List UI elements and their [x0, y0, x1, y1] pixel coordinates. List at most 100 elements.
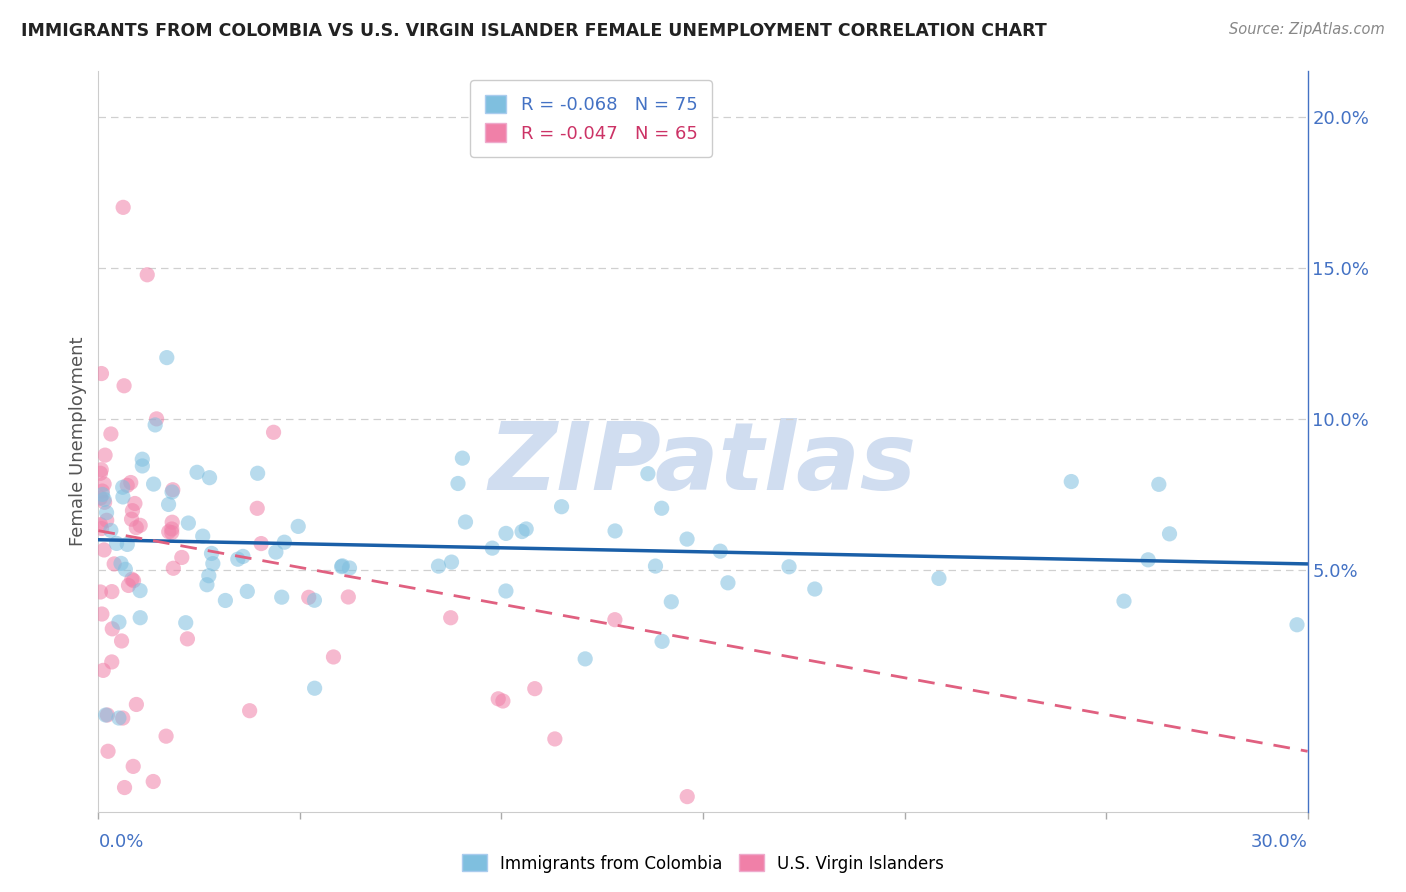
Point: [142, 774, 165, 789]
Point: [270, 590, 292, 604]
Point: [108, 711, 131, 725]
Point: [186, 466, 208, 480]
Point: [100, 427, 122, 442]
Point: [637, 467, 659, 481]
Point: [201, 557, 224, 571]
Point: [129, 610, 152, 624]
Point: [122, 759, 145, 773]
Point: [440, 611, 463, 625]
Point: [157, 524, 180, 539]
Point: [651, 634, 673, 648]
Point: [121, 504, 143, 518]
Text: IMMIGRANTS FROM COLOMBIA VS U.S. VIRGIN ISLANDER FEMALE UNEMPLOYMENT CORRELATION: IMMIGRANTS FROM COLOMBIA VS U.S. VIRGIN …: [21, 22, 1047, 40]
Point: [644, 559, 666, 574]
Point: [142, 477, 165, 491]
Point: [574, 652, 596, 666]
Point: [447, 476, 470, 491]
Point: [89, 491, 111, 505]
Point: [93, 492, 115, 507]
Point: [214, 593, 236, 607]
Point: [451, 451, 474, 466]
Point: [226, 552, 249, 566]
Point: [177, 516, 200, 530]
Point: [191, 529, 214, 543]
Point: [111, 480, 134, 494]
Point: [198, 568, 221, 582]
Text: 0.0%: 0.0%: [98, 833, 143, 851]
Point: [778, 559, 800, 574]
Point: [1285, 617, 1308, 632]
Point: [103, 557, 125, 571]
Point: [160, 525, 183, 540]
Point: [94, 448, 117, 462]
Legend: Immigrants from Colombia, U.S. Virgin Islanders: Immigrants from Colombia, U.S. Virgin Is…: [456, 847, 950, 880]
Point: [121, 572, 143, 586]
Point: [160, 515, 183, 529]
Point: [129, 583, 152, 598]
Point: [129, 518, 152, 533]
Point: [93, 543, 115, 558]
Point: [264, 545, 287, 559]
Point: [544, 731, 567, 746]
Point: [157, 498, 180, 512]
Point: [523, 681, 546, 696]
Point: [94, 708, 117, 723]
Point: [603, 524, 626, 538]
Point: [198, 470, 221, 484]
Point: [93, 495, 115, 509]
Point: [155, 729, 177, 743]
Point: [145, 412, 167, 426]
Point: [90, 607, 112, 621]
Point: [100, 655, 122, 669]
Text: Source: ZipAtlas.com: Source: ZipAtlas.com: [1229, 22, 1385, 37]
Point: [112, 200, 135, 214]
Point: [114, 780, 136, 795]
Point: [111, 490, 134, 504]
Text: 30.0%: 30.0%: [1251, 833, 1308, 851]
Point: [651, 501, 673, 516]
Point: [1159, 526, 1181, 541]
Point: [90, 522, 112, 536]
Point: [676, 789, 699, 804]
Point: [124, 496, 146, 510]
Point: [440, 555, 463, 569]
Point: [125, 698, 148, 712]
Point: [550, 500, 572, 514]
Point: [131, 458, 153, 473]
Point: [304, 593, 326, 607]
Point: [804, 582, 827, 596]
Point: [89, 585, 111, 599]
Point: [717, 575, 740, 590]
Point: [510, 524, 533, 539]
Point: [122, 574, 145, 588]
Point: [91, 483, 114, 498]
Point: [676, 532, 699, 546]
Point: [111, 711, 134, 725]
Point: [232, 549, 254, 564]
Point: [108, 615, 131, 629]
Point: [117, 578, 139, 592]
Point: [96, 708, 118, 723]
Point: [112, 378, 135, 392]
Point: [131, 452, 153, 467]
Point: [105, 536, 128, 550]
Point: [298, 591, 321, 605]
Point: [481, 541, 503, 556]
Point: [162, 561, 184, 575]
Point: [603, 613, 626, 627]
Point: [90, 463, 112, 477]
Point: [239, 704, 262, 718]
Point: [100, 524, 122, 538]
Point: [287, 519, 309, 533]
Point: [89, 517, 111, 532]
Point: [110, 634, 132, 648]
Point: [492, 694, 515, 708]
Point: [96, 513, 118, 527]
Point: [176, 632, 198, 646]
Point: [101, 622, 124, 636]
Point: [322, 649, 344, 664]
Point: [90, 367, 112, 381]
Point: [330, 559, 353, 574]
Point: [495, 584, 517, 599]
Point: [1060, 475, 1083, 489]
